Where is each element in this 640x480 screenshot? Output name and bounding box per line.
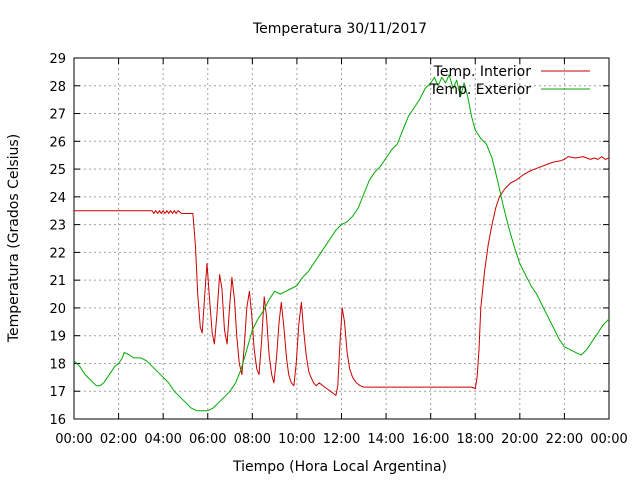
y-tick-label: 21 <box>49 274 66 289</box>
x-tick-label: 10:00 <box>278 432 315 447</box>
x-tick-label: 00:00 <box>55 432 92 447</box>
y-tick-label: 27 <box>49 108 66 123</box>
x-tick-label: 00:00 <box>590 432 627 447</box>
x-axis-title: Tiempo (Hora Local Argentina) <box>232 459 447 475</box>
x-tick-label: 20:00 <box>501 432 538 447</box>
y-tick-label: 23 <box>49 219 66 234</box>
x-tick-label: 12:00 <box>323 432 360 447</box>
x-tick-label: 18:00 <box>457 432 494 447</box>
x-tick-label: 02:00 <box>100 432 137 447</box>
y-tick-label: 26 <box>49 135 66 150</box>
y-tick-label: 18 <box>49 357 66 372</box>
y-tick-label: 22 <box>49 246 66 261</box>
x-tick-label: 08:00 <box>234 432 271 447</box>
series-line-interior <box>74 156 610 396</box>
legend-label: Temp. Exterior <box>429 82 532 98</box>
chart-title: Temperatura 30/11/2017 <box>252 21 427 37</box>
x-tick-label: 22:00 <box>546 432 583 447</box>
legend-label: Temp. Interior <box>433 64 532 80</box>
y-tick-label: 24 <box>49 191 66 206</box>
y-tick-label: 29 <box>49 52 66 67</box>
series-group <box>73 74 610 412</box>
y-axis-ticks: 16 17 18 19 20 21 22 23 24 25 26 27 28 29 <box>49 52 609 428</box>
x-tick-label: 16:00 <box>412 432 449 447</box>
series-line-exterior <box>73 74 610 412</box>
y-tick-label: 19 <box>49 330 66 345</box>
y-tick-label: 20 <box>49 302 66 317</box>
y-tick-label: 16 <box>49 413 66 428</box>
x-axis-ticks: 00:00 02:00 04:00 06:00 08:00 10:00 12:00 14:00… <box>55 58 628 447</box>
y-tick-label: 17 <box>49 385 66 400</box>
x-tick-label: 14:00 <box>367 432 404 447</box>
x-tick-label: 04:00 <box>144 432 181 447</box>
legend: Temp. Interior Temp. Exterior <box>429 64 590 98</box>
grid <box>74 58 609 419</box>
y-tick-label: 25 <box>49 163 66 178</box>
y-tick-label: 28 <box>49 80 66 95</box>
x-tick-label: 06:00 <box>189 432 226 447</box>
y-axis-title: Temperatura (Grados Celsius) <box>6 134 22 343</box>
